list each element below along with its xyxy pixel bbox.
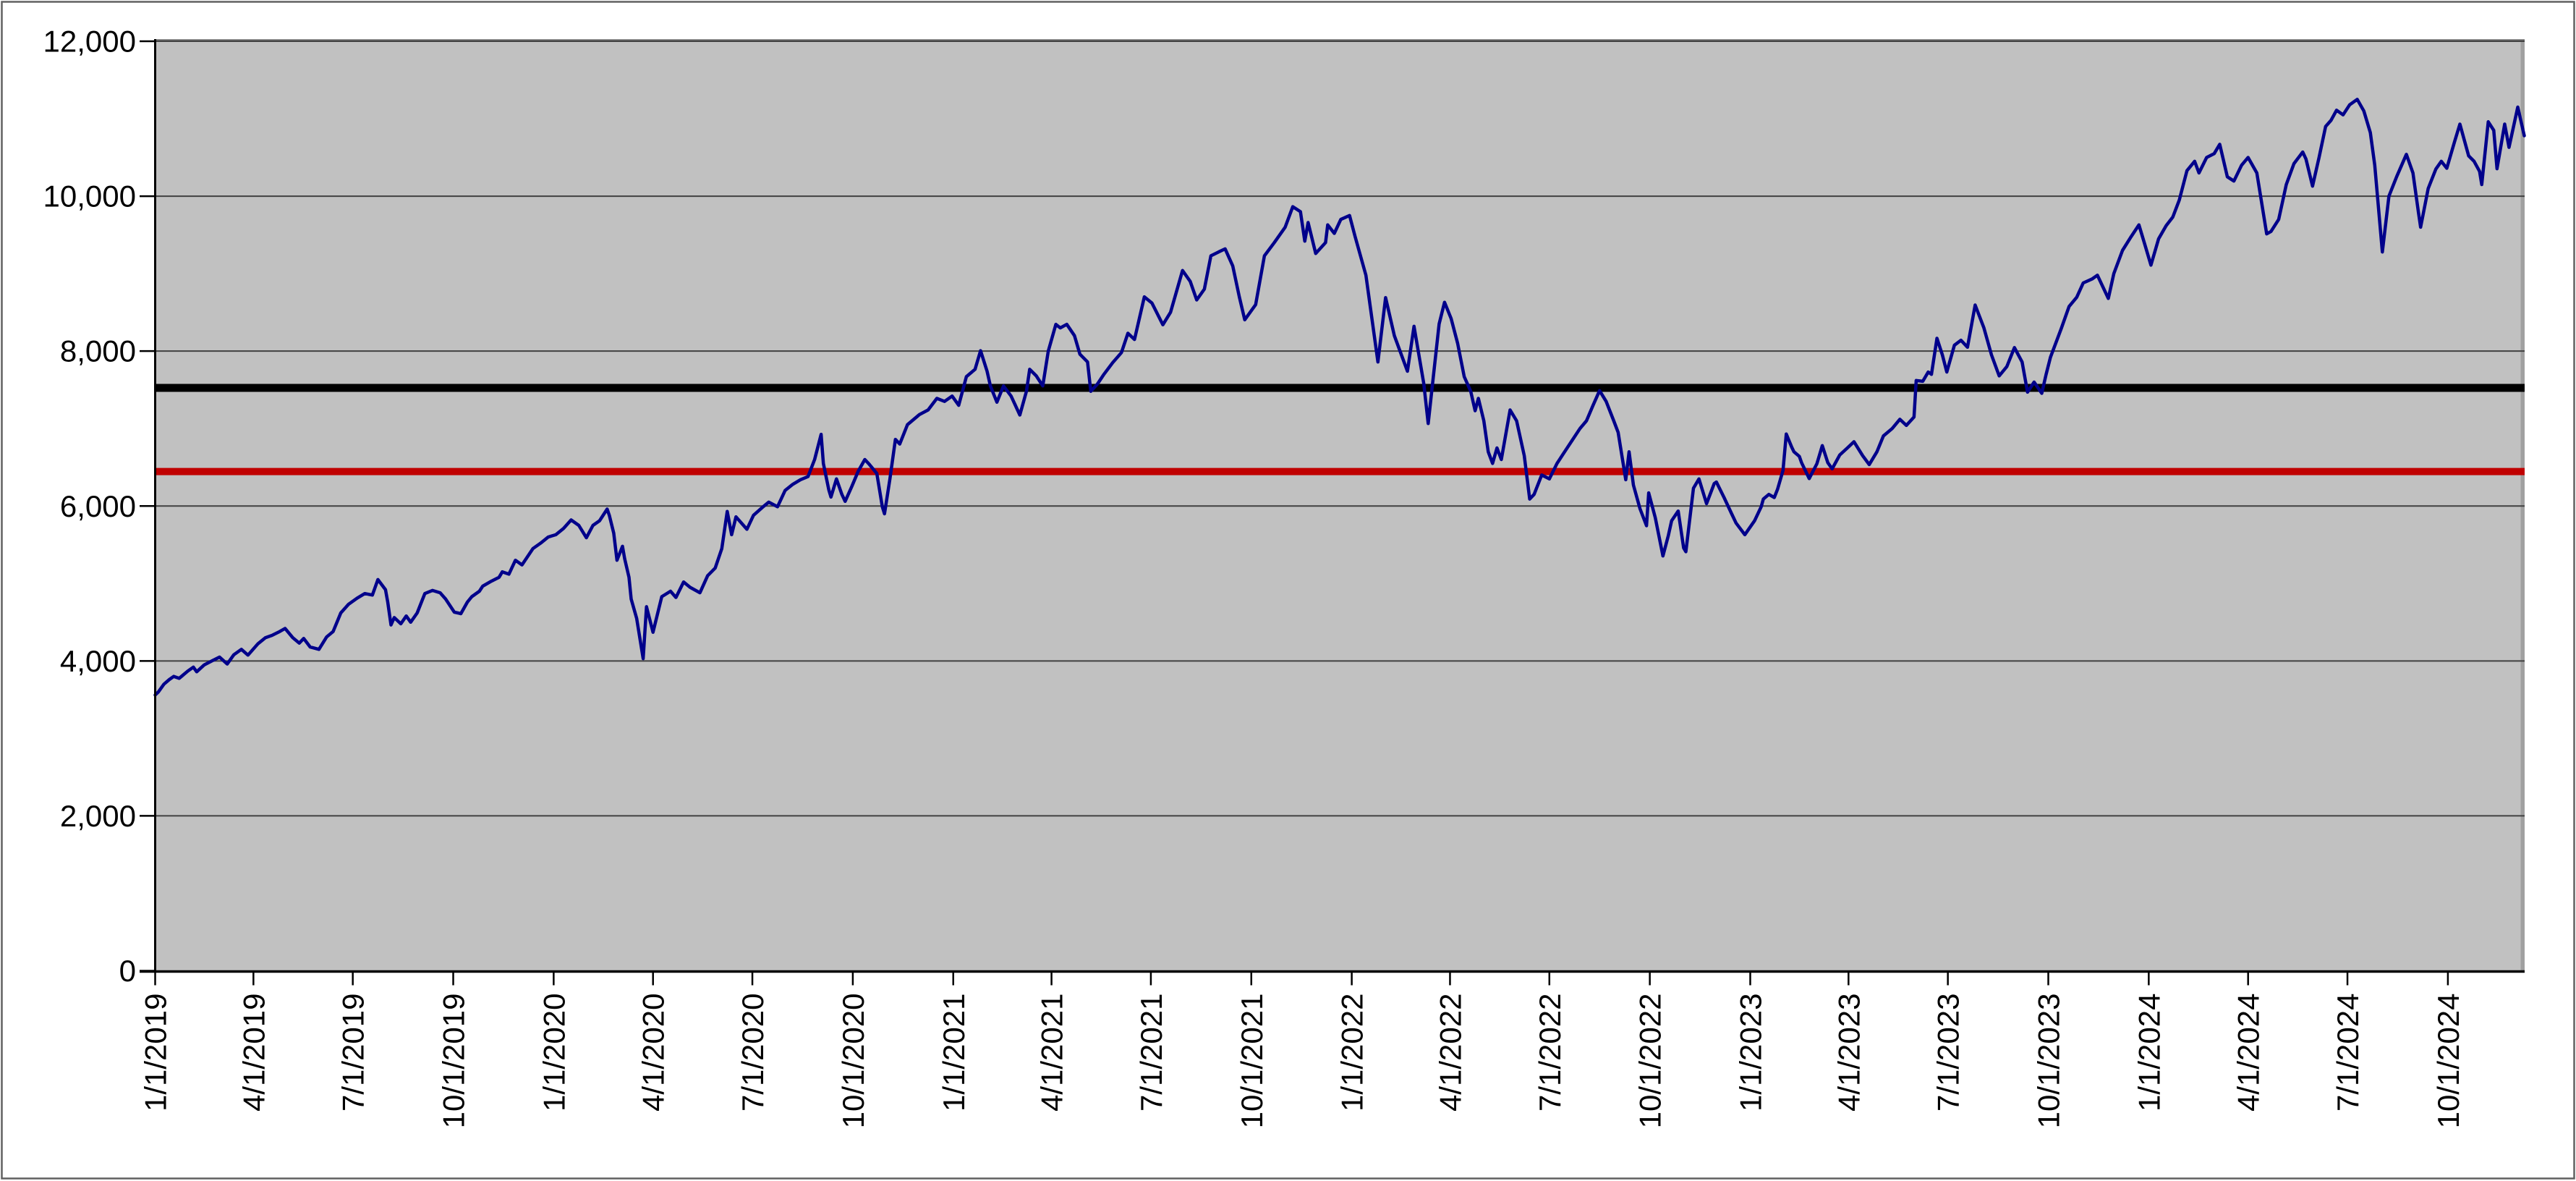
x-axis-tick-label: 1/1/2021 [937,994,971,1112]
x-axis-tick-label: 4/1/2023 [1832,994,1866,1112]
x-axis-tick-label: 10/1/2022 [1633,994,1667,1129]
x-axis-tick-label: 10/1/2021 [1235,994,1269,1129]
y-axis-tick-label: 10,000 [43,179,136,213]
y-axis-tick-label: 6,000 [60,489,136,523]
x-axis-tick-label: 7/1/2024 [2331,994,2365,1112]
price-line-series [153,98,2526,697]
y-axis-tick-label: 0 [119,954,136,988]
x-axis-tick-label: 7/1/2023 [1931,994,1965,1112]
y-axis-tick-label: 2,000 [60,799,136,833]
x-axis-tick-label: 1/1/2022 [1335,994,1369,1112]
x-axis-tick-label: 1/1/2024 [2132,994,2166,1112]
x-axis-tick-label: 4/1/2020 [637,994,671,1112]
x-axis-tick-label: 7/1/2021 [1134,994,1168,1112]
y-axis-tick-label: 8,000 [60,334,136,368]
y-axis-tick-label: 12,000 [43,25,136,59]
gridlines [155,41,2525,817]
x-axis-tick-label: 1/1/2023 [1733,994,1767,1112]
x-axis-tick-label: 10/1/2019 [437,994,471,1129]
x-axis-tick-label: 7/1/2022 [1533,994,1567,1112]
x-axis-tick-label: 1/1/2020 [537,994,571,1112]
x-axis-tick-label: 10/1/2020 [836,994,870,1129]
y-axis-tick-label: 4,000 [60,644,136,678]
x-axis-tick-label: 7/1/2020 [736,994,770,1112]
x-axis-tick-label: 1/1/2019 [139,994,173,1112]
x-axis-tick-label: 4/1/2022 [1433,994,1467,1112]
x-axis-tick-label: 4/1/2024 [2232,994,2266,1112]
x-axis-tick-label: 7/1/2019 [336,994,370,1112]
x-axis: 1/1/2019 4/1/2019 7/1/2019 10/1/2019 1/1/202… [139,972,2465,1129]
x-axis-tick-label: 4/1/2021 [1035,994,1069,1112]
y-axis: 0 2,000 4,000 6,000 8,000 10,000 12,000 [43,25,156,988]
x-axis-tick-label: 4/1/2019 [237,994,271,1112]
x-axis-tick-label: 10/1/2024 [2431,994,2465,1129]
x-axis-tick-label: 10/1/2023 [2032,994,2066,1129]
